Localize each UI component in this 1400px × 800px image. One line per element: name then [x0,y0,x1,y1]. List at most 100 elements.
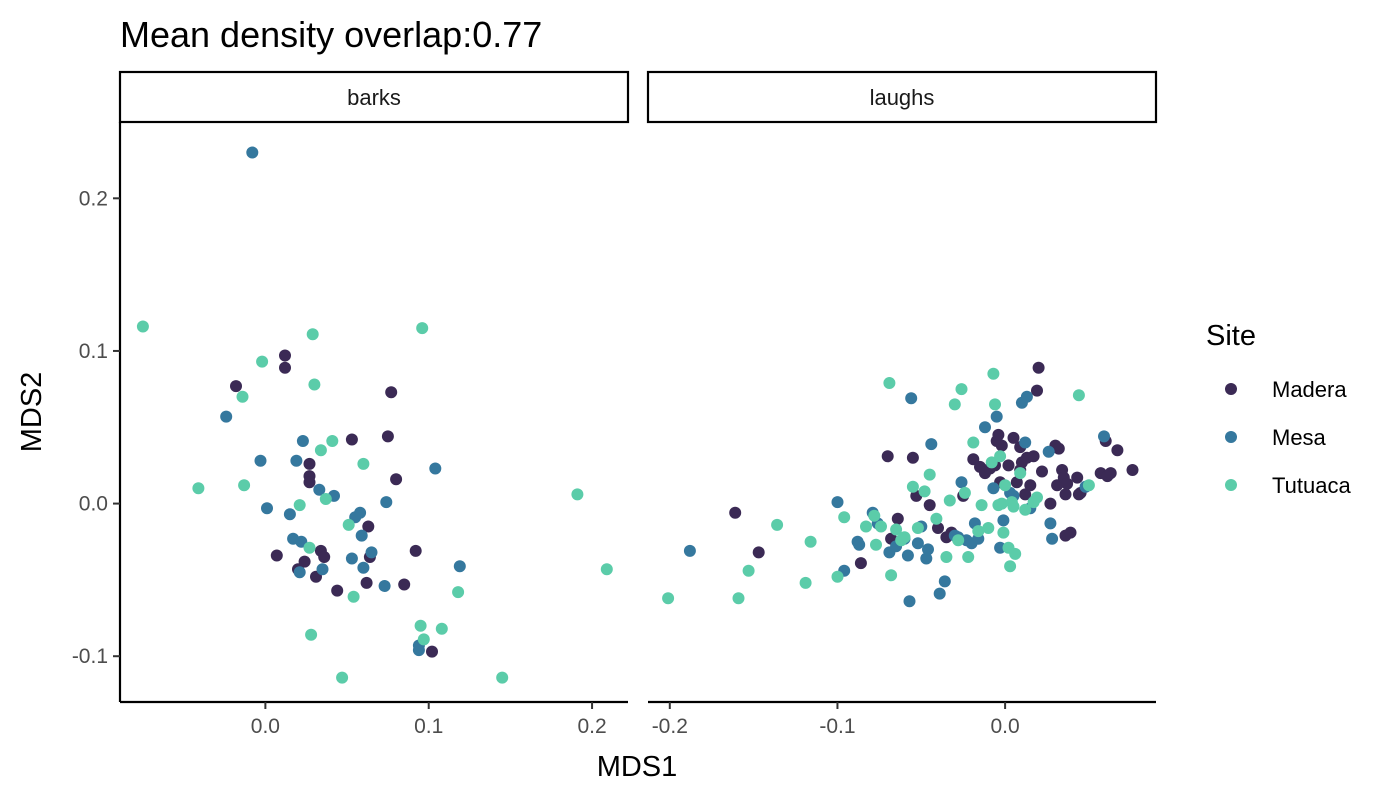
data-point [305,628,318,641]
data-point [903,595,916,608]
data-point [925,438,938,451]
x-tick-label-laughs: -0.1 [819,715,855,738]
data-point [662,592,675,605]
data-point [303,541,316,554]
data-point [883,377,896,389]
data-point [1044,497,1057,510]
data-point [313,483,326,496]
data-point [994,450,1007,463]
data-point [295,535,308,548]
data-point [860,520,872,533]
data-point [729,506,742,519]
data-point [985,456,998,469]
data-point [875,520,887,533]
data-point [306,328,319,341]
data-point [357,457,370,470]
y-tick-label: -0.1 [72,645,108,668]
data-point [360,576,373,589]
data-point [885,569,898,582]
data-point [799,576,812,589]
data-point [881,450,894,463]
data-point [298,555,311,568]
data-point [254,454,267,467]
panel-laughs: -0.2 -0.1 0.0 [648,361,1156,738]
data-point [1024,479,1037,492]
data-point [1019,436,1032,449]
data-point [1104,467,1117,480]
data-point [345,433,358,446]
data-point [452,586,465,599]
data-point [975,499,988,512]
data-point [398,578,411,591]
data-point [933,587,946,600]
data-point [381,430,394,443]
data-point [355,529,368,542]
data-point [943,494,956,507]
data-point [354,506,367,519]
data-point [890,523,903,536]
data-point [303,457,316,470]
data-point [732,592,745,605]
data-point [752,546,765,559]
data-point [930,512,943,525]
data-point [853,538,866,551]
data-point [1111,444,1124,457]
data-point [409,544,422,557]
data-point [1032,361,1045,374]
data-point [1004,560,1017,573]
y-tick-label: 0.2 [79,187,108,210]
data-point [357,561,370,574]
x-axis-label: MDS1 [597,751,678,783]
data-point [571,488,584,501]
data-point [1072,389,1085,402]
facet-strip-barks-box [118,70,630,124]
data-point [385,386,398,399]
data-point [435,622,448,635]
data-point [1042,445,1055,458]
x-tick-label-barks: 0.2 [577,715,606,738]
data-point [290,454,303,467]
data-point [136,320,149,333]
data-point [316,563,329,576]
data-point [1014,467,1027,480]
data-point [922,543,934,556]
data-point [905,392,918,405]
data-point [1064,526,1077,539]
data-point [270,549,283,562]
data-point [380,496,393,509]
data-point [390,473,403,486]
data-point [345,552,358,565]
data-point [496,671,509,684]
facet-label-laughs: laughs [870,85,935,110]
data-point [938,575,951,588]
data-point [1082,479,1095,492]
chart-title: Mean density overlap:0.77 [120,14,542,55]
y-axis-label: MDS2 [16,372,48,453]
data-point [1019,488,1032,501]
data-point [1010,476,1023,489]
data-point [600,563,613,576]
data-point [426,645,438,658]
x-tick-label-laughs: 0.0 [991,715,1020,738]
data-point [932,522,944,534]
data-point [838,511,851,524]
data-point [958,486,971,499]
data-point [279,349,291,362]
data-point [314,444,327,457]
data-point [279,361,291,374]
data-point [1031,491,1043,504]
data-point [362,520,375,533]
data-point [962,551,975,563]
data-point [920,552,933,565]
series-madera-barks [230,349,438,658]
data-point [972,525,985,538]
data-point [416,322,429,335]
data-point [891,512,904,525]
data-point [831,496,844,509]
data-point [992,428,1005,441]
data-point [1126,464,1139,476]
data-point [995,497,1008,510]
data-point [238,479,251,492]
data-point [923,468,936,481]
legend-swatch-tutuaca [1225,479,1237,491]
